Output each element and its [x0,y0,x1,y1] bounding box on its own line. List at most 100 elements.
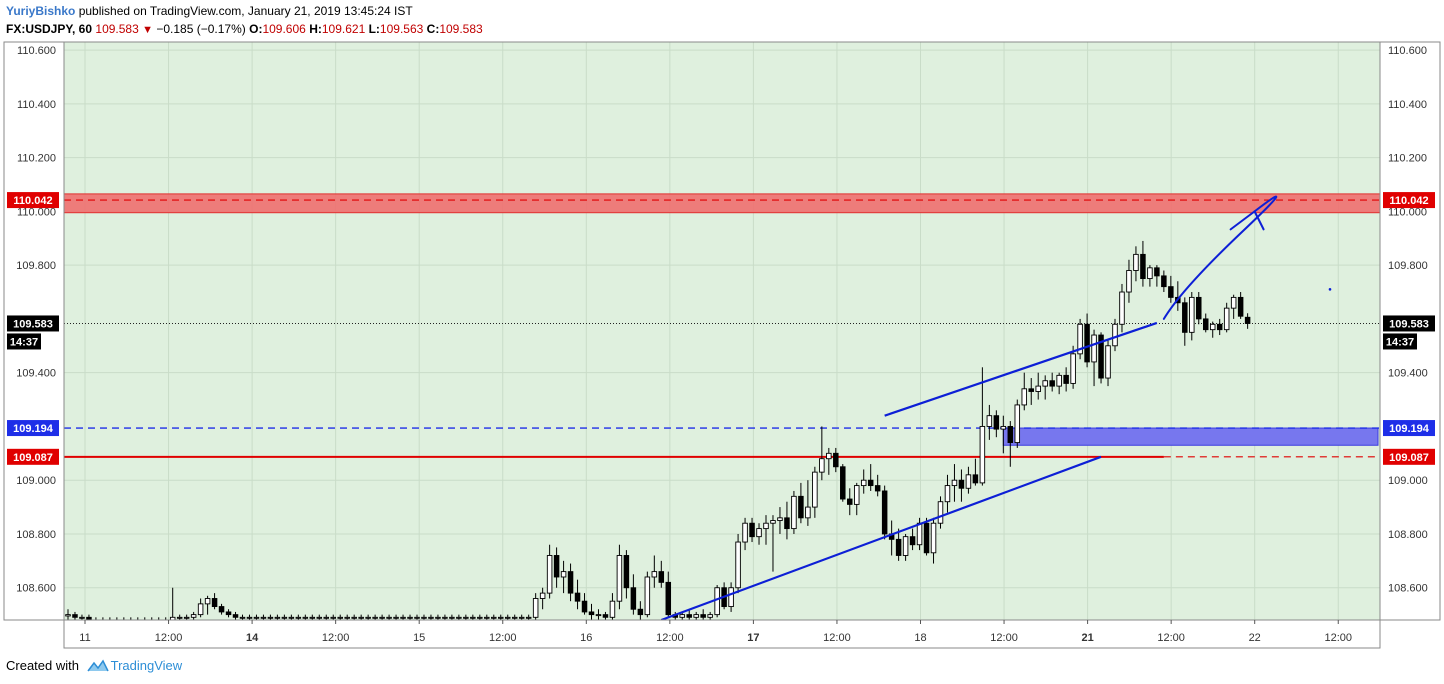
time-scale[interactable]: 11 12:00 14 12:00 15 12:00 16 12:00 17 12:00 18 12:… [79,620,1352,644]
candle-body [1070,353,1076,384]
candle-body [470,616,476,619]
symbol-label: FX:USDJPY, 60 [6,22,93,36]
candle-body [504,616,511,619]
candle-body [358,616,364,619]
price-label-bg [1383,315,1435,332]
right-price-scale[interactable]: 110.600 110.400 110.200 110.000 109.800 109.4… [1388,45,1428,595]
candle-body [937,501,944,524]
candle-body [972,474,979,484]
candle-body [1140,253,1146,280]
created-with-text: Created with [6,658,79,673]
candle-body [190,614,197,618]
x-tick-label: 12:00 [1324,632,1352,644]
candle-body [616,555,623,602]
candle-body [65,614,71,617]
candle-body [1133,253,1139,271]
x-tick-label: 12:00 [489,632,517,644]
price-label-text: 110.042 [13,195,52,207]
y-tick-label: 109.400 [16,368,56,380]
y-tick-label: 110.400 [1388,99,1427,111]
price-label-bg [1383,333,1417,350]
candle-body [232,614,239,618]
ohlc-open-label: O: [249,22,263,36]
ohlc-high-value: 109.621 [321,22,366,36]
candle-body [553,555,560,578]
candle-body [274,616,281,619]
left-price-scale[interactable]: 110.600 110.400 110.200 110.000 109.800 109.4… [16,45,56,595]
candle-body [707,614,713,618]
price-change: −0.185 (−0.17%) [156,22,246,36]
x-tick-label: 12:00 [990,632,1018,644]
candle-body [309,616,316,619]
candle-body [1202,318,1209,331]
author-name[interactable]: YuriyBishko [6,4,76,18]
brand-name[interactable]: TradingView [110,658,183,673]
candle-body [477,616,483,619]
candle-body [630,587,637,610]
price-label-text: 14:37 [1386,336,1414,348]
y-tick-label: 109.800 [16,260,56,272]
price-label-bg [1383,420,1435,437]
x-tick-label: 12:00 [823,632,851,644]
x-tick-label: 22 [1249,632,1261,644]
candle-body [281,616,288,619]
candle-body [916,522,923,546]
candle-body [735,541,741,589]
candle-body [176,616,183,619]
candle-body [1007,425,1014,444]
candle-body [1196,296,1202,320]
y-tick-label: 110.400 [17,99,56,111]
candle-body [183,616,190,619]
price-label-bg [7,448,59,465]
candle-body [574,592,581,602]
candle-body [1119,291,1125,325]
candle-body [1042,380,1048,387]
candle-body [902,536,909,556]
plot-area[interactable] [64,42,1380,620]
candle-body [267,616,274,619]
ohlc-low-value: 109.563 [379,22,424,36]
candle-body [930,522,937,554]
resistance-zone [63,193,1388,214]
candle-body [1223,307,1230,331]
candle-body [539,592,546,599]
candle-body [1049,380,1055,387]
candle-body [456,616,462,619]
ohlc-low-label: L: [368,22,380,36]
candle-body [840,466,846,500]
ohlc-high-label: H: [309,22,322,36]
candle-body [777,517,783,521]
candle-body [386,616,392,619]
candle-body [679,614,685,618]
candle-body [944,485,951,503]
candle-body [714,587,720,616]
candle-body [1028,388,1034,392]
candle-body [965,474,972,489]
x-tick-label: 12:00 [1157,632,1185,644]
candle-body [211,598,218,608]
candle-body [400,616,406,619]
candle-body [421,616,427,619]
candle-body [756,528,762,538]
price-label-text: 109.194 [1389,423,1430,435]
candle-body [491,616,497,619]
candle-body [435,616,441,619]
candle-body [874,485,881,492]
support-zone [1002,427,1379,446]
x-tick-label: 12:00 [322,632,350,644]
candle-body [602,614,609,618]
candle-body [826,452,832,460]
down-arrow-icon: ▼ [142,24,154,36]
candle-body [323,616,330,619]
candle-body [651,571,658,578]
candle-body [812,471,818,508]
candle-body [1182,302,1188,333]
candle-body [239,616,246,619]
candle-body [1161,275,1167,288]
candle-body [1209,323,1216,331]
price-label-bg [7,420,59,437]
x-tick-label: 21 [1081,632,1093,644]
price-labels: 110.042 110.042 109.583 109.583 14:37 14:37 10… [7,192,1435,465]
candle-body [867,479,874,487]
